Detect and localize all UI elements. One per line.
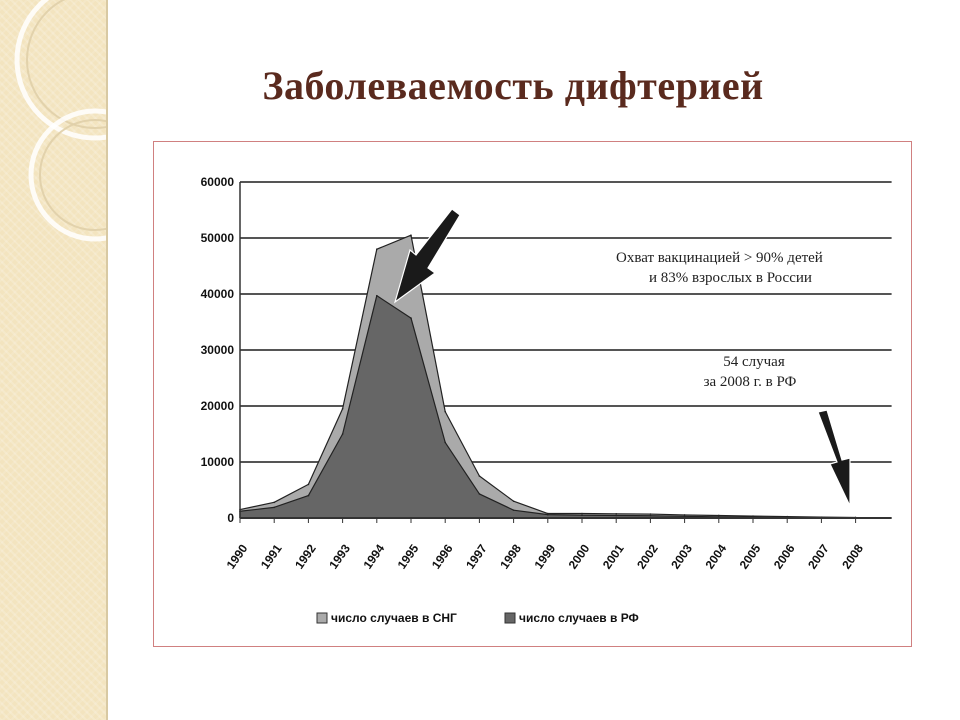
x-tick-label: 1991 (258, 541, 285, 571)
y-tick-label: 0 (227, 511, 234, 525)
data-point (615, 514, 617, 517)
x-tick-label: 1997 (463, 541, 490, 571)
data-point (683, 515, 686, 518)
x-tick-label: 2008 (839, 541, 866, 571)
arrow-to-2008-icon (817, 409, 851, 507)
data-point (649, 513, 652, 515)
data-point (752, 515, 754, 517)
data-point (683, 514, 686, 516)
data-point (273, 506, 275, 509)
x-tick-label: 2004 (702, 541, 729, 571)
legend: число случаев в СНГ число случаев в РФ (316, 611, 639, 625)
x-tick-label: 2002 (634, 541, 661, 571)
y-tick-label: 10000 (201, 455, 235, 469)
data-point (307, 494, 310, 497)
annotation-2008-line1: 54 случая (723, 354, 785, 370)
y-tick-label: 20000 (201, 399, 235, 413)
x-tick-label: 1998 (497, 541, 524, 571)
x-tick-label: 2007 (805, 541, 832, 571)
data-point (444, 410, 447, 413)
legend-label-rf: число случаев в РФ (519, 611, 639, 625)
x-tick-label: 1995 (395, 541, 422, 571)
annotation-2008-line2: за 2008 г. в РФ (704, 374, 797, 390)
data-point (341, 433, 344, 435)
data-point (581, 514, 583, 516)
x-tick-label: 1994 (360, 541, 387, 571)
data-point (410, 234, 412, 236)
x-tick-label: 1999 (531, 541, 558, 571)
x-tick-label: 2001 (600, 541, 627, 571)
legend-label-cis: число случаев в СНГ (331, 611, 457, 625)
data-point (512, 509, 515, 511)
legend-swatch-rf (504, 612, 516, 624)
data-point (410, 317, 412, 319)
data-point (376, 248, 378, 250)
y-tick-label: 40000 (201, 287, 235, 301)
data-point (581, 512, 583, 515)
legend-swatch-cis (316, 612, 328, 624)
data-point (376, 294, 378, 297)
y-tick-label: 50000 (201, 231, 235, 245)
arrow-to-peak-icon (393, 208, 461, 304)
slide-title: Заболеваемость дифтерией (262, 63, 764, 108)
data-point (444, 441, 447, 444)
x-tick-layer: 1990 1991 1992 1993 1994 1995 1996 1997 1998 1999… (224, 518, 866, 572)
y-tick-layer: 60000 50000 40000 30000 20000 10000 0 (201, 175, 235, 525)
annotation-2008: 54 случая за 2008 г. в РФ (704, 354, 797, 390)
data-point (547, 512, 549, 515)
y-tick-label: 30000 (201, 343, 235, 357)
x-tick-label: 1993 (326, 541, 353, 571)
data-point (615, 513, 617, 515)
axis-layer (239, 182, 892, 519)
decorative-rings (14, 0, 106, 242)
annotation-vaccination: Охват вакцинацией > 90% детей и 83% взро… (616, 250, 823, 286)
data-point (718, 514, 720, 517)
data-point (512, 500, 515, 503)
x-tick-label: 2005 (737, 541, 764, 571)
data-point (649, 514, 652, 517)
diphtheria-area-chart: 60000 50000 40000 30000 20000 10000 0 1990 1991… (201, 175, 892, 625)
x-tick-label: 1990 (224, 541, 251, 571)
data-point (307, 483, 310, 486)
data-point (273, 501, 275, 504)
side-divider (106, 0, 108, 720)
decorative-side-panel (0, 0, 106, 720)
annotation-vaccination-line1: Охват вакцинацией > 90% детей (616, 250, 823, 266)
data-point (478, 493, 481, 495)
x-tick-label: 2006 (771, 541, 798, 571)
x-tick-label: 1992 (292, 541, 319, 571)
data-point (341, 408, 344, 410)
data-point (478, 475, 481, 477)
x-tick-label: 2000 (566, 541, 593, 571)
chart-frame: 60000 50000 40000 30000 20000 10000 0 1990 1991… (153, 141, 912, 647)
y-tick-label: 60000 (201, 175, 235, 189)
data-point (547, 513, 549, 516)
x-tick-label: 1996 (429, 541, 456, 571)
annotation-vaccination-line2: и 83% взрослых в России (649, 270, 812, 286)
x-tick-label: 2003 (668, 541, 695, 571)
